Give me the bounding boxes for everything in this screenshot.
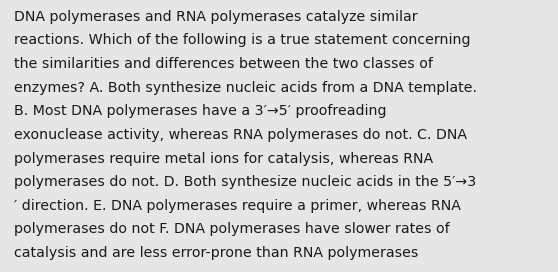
Text: polymerases do not F. DNA polymerases have slower rates of: polymerases do not F. DNA polymerases ha… <box>14 222 450 236</box>
Text: ′ direction. E. DNA polymerases require a primer, whereas RNA: ′ direction. E. DNA polymerases require … <box>14 199 461 213</box>
Text: the similarities and differences between the two classes of: the similarities and differences between… <box>14 57 433 71</box>
Text: B. Most DNA polymerases have a 3′→5′ proofreading: B. Most DNA polymerases have a 3′→5′ pro… <box>14 104 387 118</box>
Text: polymerases require metal ions for catalysis, whereas RNA: polymerases require metal ions for catal… <box>14 152 433 165</box>
Text: catalysis and are less error-prone than RNA polymerases: catalysis and are less error-prone than … <box>14 246 418 260</box>
Text: polymerases do not. D. Both synthesize nucleic acids in the 5′→3: polymerases do not. D. Both synthesize n… <box>14 175 476 189</box>
Text: exonuclease activity, whereas RNA polymerases do not. C. DNA: exonuclease activity, whereas RNA polyme… <box>14 128 467 142</box>
Text: reactions. Which of the following is a true statement concerning: reactions. Which of the following is a t… <box>14 33 470 47</box>
Text: DNA polymerases and RNA polymerases catalyze similar: DNA polymerases and RNA polymerases cata… <box>14 10 417 23</box>
Text: enzymes? A. Both synthesize nucleic acids from a DNA template.: enzymes? A. Both synthesize nucleic acid… <box>14 81 477 94</box>
